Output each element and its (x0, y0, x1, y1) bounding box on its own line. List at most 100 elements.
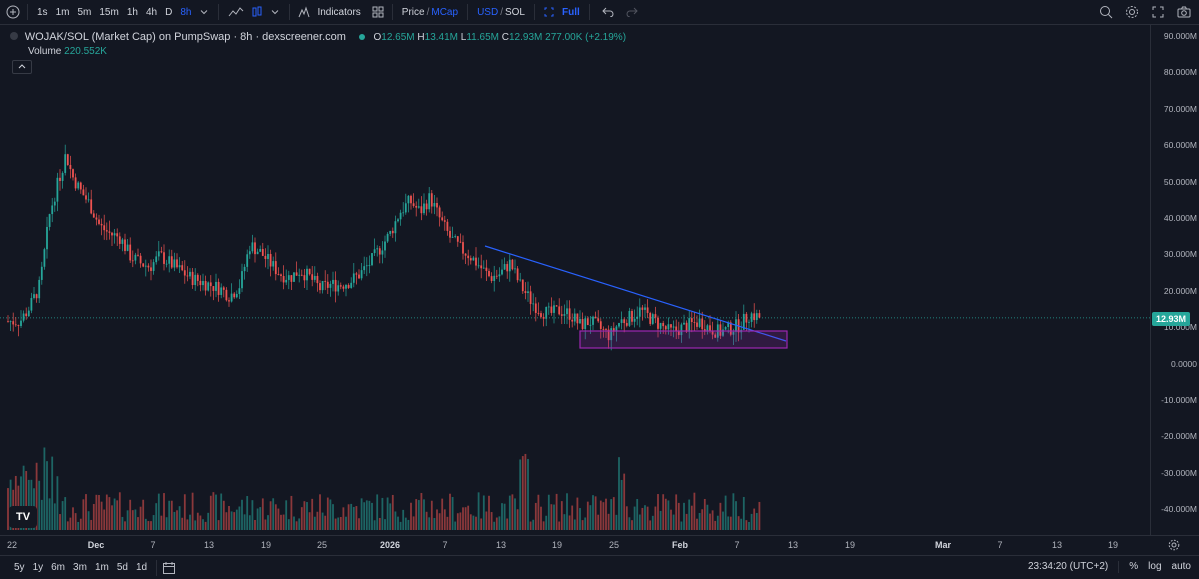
price-axis[interactable]: 90.000M 80.000M 70.000M 60.000M 50.000M 40.00… (1150, 25, 1199, 535)
candle (524, 282, 527, 300)
volume-bar (251, 500, 254, 530)
toolbar-separator (467, 4, 469, 20)
candle (256, 248, 259, 255)
tradingview-logo[interactable]: TV (9, 506, 37, 528)
candle (490, 272, 493, 284)
interval-5m[interactable]: 5m (77, 6, 92, 18)
range-1y[interactable]: 1y (32, 562, 44, 573)
interval-1s[interactable]: 1s (37, 6, 48, 18)
date-range-icon[interactable] (162, 561, 176, 575)
symbol-title[interactable]: WOJAK/SOL (Market Cap) on PumpSwap · 8h … (24, 31, 346, 43)
indicators-button[interactable]: Indicators (317, 6, 361, 18)
volume-bar (685, 513, 688, 530)
candle (103, 214, 106, 240)
clock[interactable]: 23:34:20 (UTC+2) (1027, 561, 1109, 572)
candle (160, 246, 163, 254)
volume-bar (472, 515, 475, 530)
volume-bar (527, 458, 529, 530)
candle (108, 220, 111, 240)
volume-bar (490, 512, 493, 530)
usd-toggle[interactable]: USD (477, 6, 499, 18)
line-chart-icon[interactable] (224, 3, 248, 21)
volume-bar (498, 516, 501, 530)
indicators-icon[interactable] (295, 3, 313, 21)
volume-bar (579, 508, 581, 530)
candle (358, 269, 360, 280)
axis-settings-icon[interactable] (1168, 538, 1180, 556)
volume-bar (462, 507, 464, 530)
volume-bar (368, 500, 371, 530)
interval-1m[interactable]: 1m (55, 6, 70, 18)
mcap-toggle[interactable]: MCap (431, 6, 459, 18)
candle (290, 275, 293, 291)
auto-toggle[interactable]: auto (1171, 561, 1191, 572)
candle (438, 205, 441, 227)
candles-icon[interactable] (248, 3, 266, 21)
candle (272, 256, 275, 271)
volume-bar (532, 519, 535, 530)
interval-15m[interactable]: 15m (99, 6, 119, 18)
candle (675, 319, 678, 340)
candle (9, 320, 12, 332)
candle (165, 259, 168, 268)
volume-bar (672, 514, 675, 530)
candle (173, 252, 176, 272)
time-axis[interactable]: 22 Dec 7 13 19 25 2026 7 13 19 25 Feb 7 13 19 Mar 7 13 19 (0, 535, 1199, 556)
rectangle-zone-drawing[interactable] (579, 330, 788, 349)
candle (641, 305, 644, 321)
redo-icon[interactable] (623, 3, 641, 21)
percent-toggle[interactable]: % (1129, 561, 1139, 572)
log-toggle[interactable]: log (1148, 561, 1162, 572)
price-chart[interactable] (0, 25, 1150, 535)
interval-8h[interactable]: 8h (180, 6, 192, 18)
time-tick-label: 19 (551, 540, 563, 550)
range-6m[interactable]: 6m (51, 562, 66, 573)
volume-bar (220, 493, 223, 530)
undo-icon[interactable] (599, 3, 617, 21)
collapse-legend-button[interactable] (12, 60, 32, 74)
range-3m[interactable]: 3m (73, 562, 87, 573)
volume-bar (7, 488, 9, 530)
candle (334, 271, 337, 303)
fullscreen-icon[interactable] (540, 3, 558, 21)
settings-gear-icon[interactable] (1123, 3, 1141, 21)
volume-bar (625, 506, 628, 530)
candle (287, 270, 290, 290)
candle (111, 231, 113, 247)
interval-d[interactable]: D (165, 6, 173, 18)
chart-pane[interactable] (0, 25, 1150, 535)
add-symbol-icon[interactable] (4, 3, 22, 21)
candle (495, 269, 498, 279)
volume-bar (394, 511, 397, 530)
candle (98, 214, 100, 226)
sol-toggle[interactable]: SOL (504, 6, 525, 18)
chevron-down-icon[interactable] (266, 3, 284, 21)
price-toggle[interactable]: Price (401, 6, 425, 18)
time-tick-label: Feb (671, 540, 689, 550)
candle (48, 213, 51, 231)
range-1m[interactable]: 1m (94, 562, 109, 573)
volume-bar (129, 499, 132, 530)
range-5d[interactable]: 5d (116, 562, 128, 573)
interval-4h[interactable]: 4h (145, 6, 158, 18)
quick-search-icon[interactable] (1097, 3, 1115, 21)
candle (399, 209, 402, 226)
volume-bar (267, 515, 269, 530)
candle (449, 226, 451, 243)
range-1d[interactable]: 1d (135, 562, 148, 573)
time-tick-label: 19 (260, 540, 272, 550)
candle (537, 302, 540, 316)
candle (397, 217, 399, 223)
candle (118, 232, 121, 250)
candle (66, 153, 69, 166)
candle (594, 311, 597, 319)
camera-icon[interactable] (1175, 3, 1193, 21)
layout-grid-icon[interactable] (369, 3, 387, 21)
interval-1h[interactable]: 1h (126, 6, 138, 18)
fullscreen-expand-icon[interactable] (1149, 3, 1167, 21)
chevron-down-icon[interactable] (195, 3, 213, 21)
candle (605, 327, 607, 339)
full-button[interactable]: Full (561, 6, 580, 18)
range-5y[interactable]: 5y (14, 562, 25, 573)
trend-line-drawing[interactable] (484, 245, 787, 342)
